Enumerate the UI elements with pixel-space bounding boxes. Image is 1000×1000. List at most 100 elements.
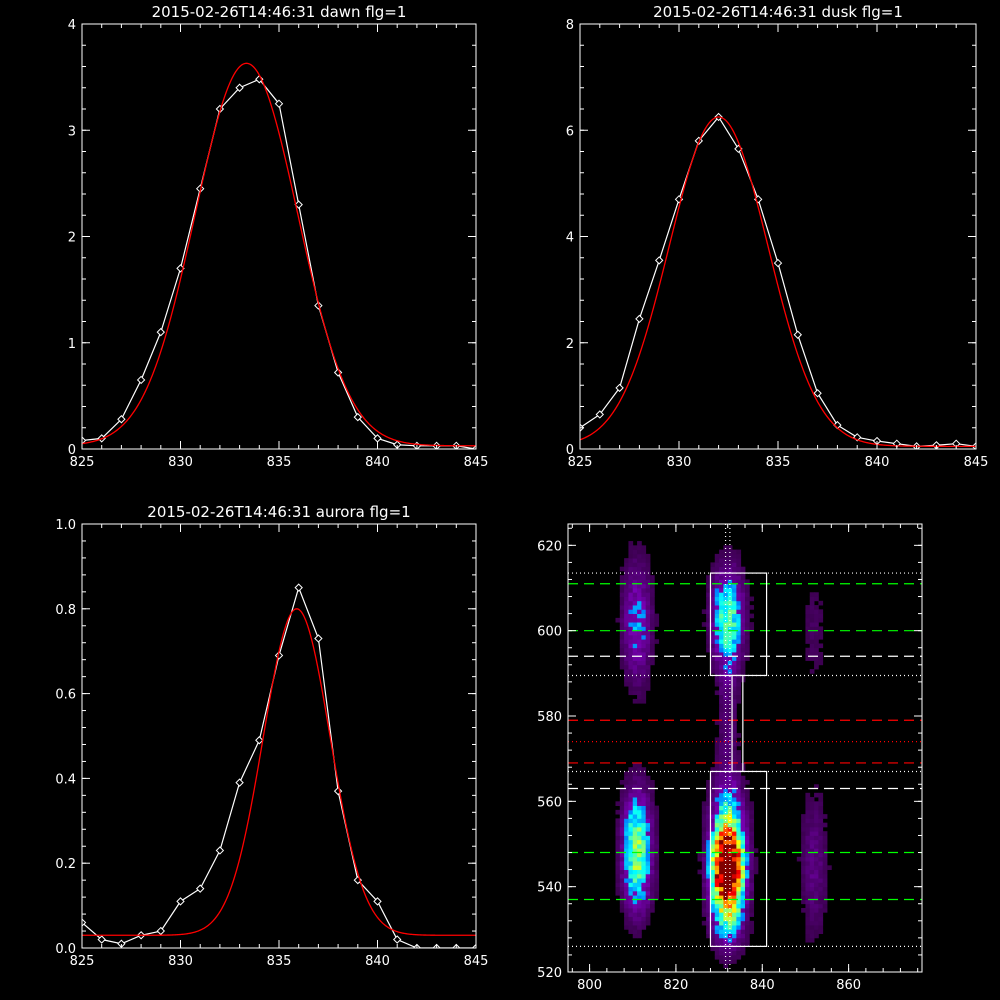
heatmap-cell bbox=[805, 925, 811, 930]
heatmap-cell bbox=[714, 630, 720, 636]
heatmap-cell bbox=[822, 839, 828, 845]
heatmap-cell bbox=[710, 792, 716, 798]
heatmap-cell bbox=[818, 903, 824, 909]
heatmap-cell bbox=[710, 562, 716, 568]
heatmap-cell bbox=[624, 579, 629, 585]
heatmap-cell bbox=[732, 809, 737, 815]
heatmap-cell bbox=[801, 861, 806, 866]
heatmap-cell bbox=[706, 788, 711, 794]
heatmap-cell bbox=[736, 634, 742, 640]
heatmap-cell bbox=[701, 839, 707, 845]
heatmap-cell bbox=[632, 686, 638, 691]
heatmap-cell bbox=[641, 652, 647, 657]
heatmap-cell bbox=[736, 878, 742, 883]
heatmap-cell bbox=[732, 856, 737, 862]
heatmap-cell bbox=[714, 792, 720, 798]
heatmap-cell bbox=[654, 886, 660, 892]
fit-curve bbox=[580, 116, 976, 447]
heatmap-cell bbox=[714, 920, 720, 926]
heatmap-cell bbox=[619, 801, 625, 806]
heatmap-cell bbox=[637, 869, 642, 875]
heatmap-cell bbox=[632, 566, 638, 572]
heatmap-cell bbox=[719, 899, 724, 905]
heatmap-cell bbox=[624, 622, 629, 627]
heatmap-cell bbox=[749, 920, 755, 926]
heatmap-cell bbox=[714, 639, 720, 644]
heatmap-cell bbox=[822, 856, 828, 862]
heatmap-cell bbox=[814, 878, 819, 883]
heatmap-cell bbox=[615, 818, 621, 824]
heatmap-cell bbox=[641, 549, 647, 555]
heatmap-cell bbox=[645, 583, 651, 589]
heatmap-cell bbox=[628, 575, 634, 580]
heatmap-cell bbox=[706, 844, 711, 849]
heatmap-cell bbox=[628, 831, 634, 836]
y-tick-label: 1.0 bbox=[55, 518, 76, 533]
heatmap-cell bbox=[814, 784, 819, 789]
heatmap-cell bbox=[719, 920, 724, 926]
heatmap-cell bbox=[719, 698, 724, 704]
heatmap-cell bbox=[628, 592, 634, 597]
heatmap-cell bbox=[723, 613, 729, 619]
heatmap-cell bbox=[641, 882, 647, 888]
heatmap-cell bbox=[719, 908, 724, 913]
heatmap-cell bbox=[732, 720, 737, 725]
heatmap-cell bbox=[637, 835, 642, 841]
heatmap-cell bbox=[723, 826, 729, 832]
heatmap-cell bbox=[624, 916, 629, 922]
heatmap-cell bbox=[654, 613, 660, 619]
heatmap-cell bbox=[732, 788, 737, 794]
heatmap-cell bbox=[736, 613, 742, 619]
data-point bbox=[235, 778, 244, 787]
heatmap-cell bbox=[814, 856, 819, 862]
heatmap-cell bbox=[727, 869, 733, 875]
heatmap-cell bbox=[619, 882, 625, 888]
heatmap-cell bbox=[628, 844, 634, 849]
heatmap-cell bbox=[637, 886, 642, 892]
heatmap-cell bbox=[641, 647, 647, 653]
heatmap-cell bbox=[710, 605, 716, 610]
heatmap-cell bbox=[723, 669, 729, 674]
heatmap-cell bbox=[732, 677, 737, 683]
heatmap-cell bbox=[706, 609, 711, 614]
heatmap-cell bbox=[740, 908, 746, 913]
heatmap-cell bbox=[814, 814, 819, 819]
heatmap-cell bbox=[723, 698, 729, 704]
heatmap-cell bbox=[628, 588, 634, 593]
heatmap-cell bbox=[706, 895, 711, 900]
heatmap-cell bbox=[727, 929, 733, 934]
heatmap-cell bbox=[706, 639, 711, 644]
heatmap-cell bbox=[637, 652, 642, 657]
heatmap-cell bbox=[736, 937, 742, 943]
heatmap-cell bbox=[749, 809, 755, 815]
heatmap-cell bbox=[740, 929, 746, 934]
heatmap-cell bbox=[654, 873, 660, 879]
heatmap-cell bbox=[645, 865, 651, 870]
heatmap-cell bbox=[641, 570, 647, 576]
heatmap-cell bbox=[710, 626, 716, 632]
heatmap-cell bbox=[805, 792, 811, 798]
heatmap-cell bbox=[805, 903, 811, 909]
heatmap-cell bbox=[619, 617, 625, 623]
heatmap-cell bbox=[719, 716, 724, 721]
y-tick-label: 540 bbox=[537, 881, 562, 896]
data-point bbox=[82, 918, 87, 927]
heatmap-cell bbox=[801, 822, 806, 828]
heatmap-cell bbox=[706, 630, 711, 636]
heatmap-cell bbox=[654, 878, 660, 883]
heatmap-cell bbox=[706, 882, 711, 888]
heatmap-cell bbox=[714, 643, 720, 649]
heatmap-cell bbox=[641, 839, 647, 845]
x-tick-label: 840 bbox=[365, 455, 390, 470]
heatmap-cell bbox=[641, 869, 647, 875]
heatmap-cell bbox=[727, 933, 733, 939]
heatmap-cell bbox=[637, 762, 642, 768]
heatmap-cell bbox=[619, 908, 625, 913]
heatmap-cell bbox=[740, 797, 746, 802]
heatmap-cell bbox=[641, 916, 647, 922]
heatmap-cell bbox=[809, 886, 815, 892]
heatmap-cell bbox=[710, 895, 716, 900]
heatmap-cell bbox=[628, 664, 634, 670]
heatmap-cell bbox=[654, 856, 660, 862]
heatmap-cell bbox=[814, 664, 819, 670]
